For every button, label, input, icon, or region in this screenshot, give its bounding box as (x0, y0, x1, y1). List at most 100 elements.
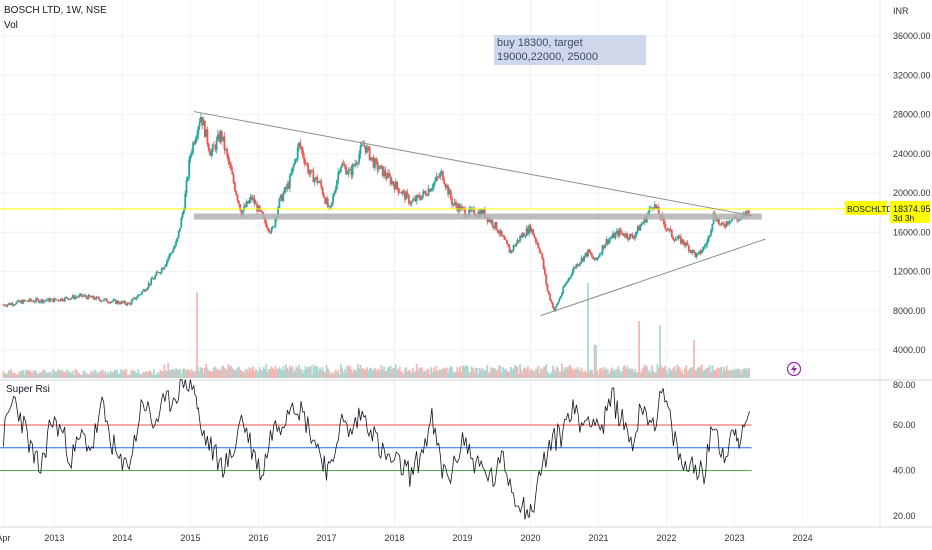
volume-bar (316, 366, 319, 378)
trade-note[interactable]: buy 18300, target 19000,22000, 25000 (494, 35, 646, 65)
candle-body (627, 237, 630, 240)
volume-bar (664, 365, 667, 378)
volume-bar (321, 367, 324, 378)
candle-body (124, 301, 126, 304)
volume-bar (57, 369, 60, 378)
candle-body (99, 299, 102, 302)
volume-bar (627, 369, 630, 378)
candle-body (33, 301, 36, 303)
candle-body (422, 191, 425, 196)
candle-body (283, 187, 286, 194)
candle-body (601, 245, 604, 254)
candle-body (104, 298, 107, 300)
volume-bar (470, 366, 473, 378)
candle-body (288, 175, 291, 189)
candle-body (350, 169, 353, 176)
volume-bar (619, 372, 622, 378)
currency-label: INR (893, 6, 909, 16)
candle-body (261, 211, 264, 215)
volume-bar (167, 363, 170, 378)
candle-body (708, 235, 711, 237)
candle-body (147, 283, 150, 288)
candle-body (63, 297, 66, 301)
candle-body (160, 268, 163, 273)
candle-body (384, 170, 387, 177)
volume-bar (440, 370, 443, 378)
candle-body (367, 146, 370, 148)
volume-bar (279, 368, 282, 378)
candle-body (141, 291, 143, 295)
candle-body (236, 195, 239, 201)
volume-bar (14, 373, 17, 378)
y-tick-label: 20000.00 (893, 188, 931, 198)
candle-body (496, 229, 499, 233)
candle-body (256, 203, 259, 212)
volume-bar (43, 369, 45, 378)
volume-bar (734, 369, 737, 378)
candle-body (418, 195, 421, 199)
candle-body (604, 244, 606, 249)
candle-body (434, 180, 436, 183)
volume-bar (519, 364, 521, 378)
candle-body (456, 205, 459, 211)
volume-bar (430, 367, 433, 378)
volume-bar (172, 369, 175, 378)
candle-body (377, 168, 380, 170)
volume-bar (419, 368, 422, 378)
candle-body (347, 169, 350, 174)
volume-bar (120, 369, 123, 378)
volume-label: Vol (4, 20, 18, 31)
volume-bar (668, 367, 671, 378)
volume-bar (203, 367, 206, 378)
volume-bar (740, 373, 743, 378)
candle-body (683, 243, 686, 246)
volume-bar (37, 373, 40, 378)
volume-bar (134, 371, 137, 378)
candle-body (294, 159, 296, 165)
volume-bar (475, 367, 478, 378)
candle-body (206, 129, 209, 145)
candle-body (567, 278, 570, 282)
candle-body (100, 300, 103, 302)
candle-body (729, 221, 732, 222)
volume-bar (702, 370, 705, 378)
volume-bar (130, 369, 133, 378)
volume-bar (296, 368, 299, 378)
volume-bar (147, 371, 150, 378)
candle-body (473, 208, 476, 216)
candle-body (3, 304, 6, 306)
candle-body (648, 207, 651, 213)
candle-body (670, 229, 673, 237)
volume-bar (737, 368, 740, 378)
volume-bar (192, 371, 194, 378)
candle-body (677, 236, 680, 239)
candle-body (164, 264, 167, 267)
candle-body (516, 240, 519, 244)
candle-body (636, 226, 639, 232)
candle-body (534, 237, 537, 242)
candle-body (268, 228, 270, 232)
volume-bar (436, 370, 439, 378)
volume-bar (209, 371, 211, 378)
volume-bar (113, 369, 116, 378)
volume-bar (9, 371, 11, 378)
candle-body (417, 195, 419, 196)
volume-bar (648, 370, 651, 378)
volume-bar (639, 372, 642, 378)
candle-body (61, 298, 64, 301)
volume-bar (288, 365, 291, 378)
x-tick-label: 2020 (521, 533, 541, 543)
volume-bar (5, 373, 7, 378)
volume-bar (615, 369, 618, 378)
candle-body (557, 302, 559, 305)
volume-bar (210, 371, 213, 378)
volume-bar (253, 371, 256, 378)
candle-body (581, 257, 584, 261)
candle-body (313, 178, 316, 183)
candle-body (359, 146, 362, 155)
candle-body (200, 116, 202, 123)
candle-body (608, 239, 610, 244)
volume-bar (481, 368, 484, 378)
candle-body (44, 300, 47, 302)
volume-bar (49, 371, 52, 378)
